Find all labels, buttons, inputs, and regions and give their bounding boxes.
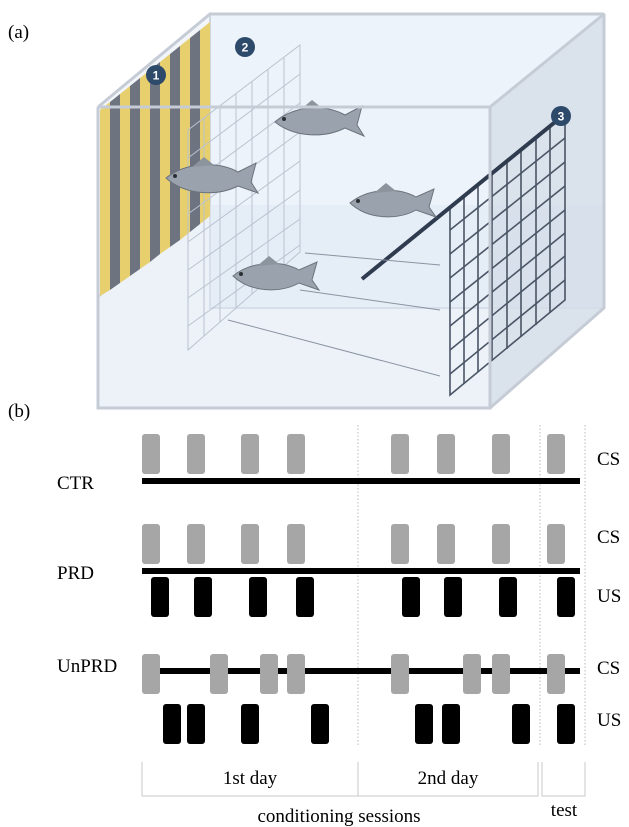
timeline-ctr xyxy=(142,478,580,484)
us-block xyxy=(249,577,267,617)
cs-block xyxy=(287,434,305,474)
row-label-prd: PRD xyxy=(57,563,94,584)
us-block xyxy=(444,577,462,617)
stim-label-prd-cs: CS xyxy=(597,527,620,548)
cs-block xyxy=(547,524,565,564)
marker-3: 3 xyxy=(551,106,571,126)
cs-block xyxy=(437,434,455,474)
stim-label-unprd-cs: CS xyxy=(597,658,620,679)
floor-lines xyxy=(227,252,441,377)
section-label-test: test xyxy=(551,800,578,821)
stim-label-unprd-us: US xyxy=(597,710,621,731)
section-label-2nd-day: 2nd day xyxy=(418,768,479,789)
unprd-cs-blocks xyxy=(142,654,565,694)
cs-block xyxy=(391,434,409,474)
timeline-unprd xyxy=(142,668,580,674)
striped-panel xyxy=(100,22,210,296)
fish-2 xyxy=(165,157,260,194)
marker-2: 2 xyxy=(235,37,255,57)
cs-block xyxy=(287,524,305,564)
us-block xyxy=(557,577,575,617)
row-label-unprd: UnPRD xyxy=(57,656,117,677)
us-block xyxy=(499,577,517,617)
cs-block xyxy=(241,524,259,564)
cs-block xyxy=(142,434,160,474)
cs-block xyxy=(391,524,409,564)
cs-block xyxy=(492,434,510,474)
tank-frame xyxy=(96,12,606,410)
us-block xyxy=(163,704,181,744)
us-block xyxy=(296,577,314,617)
session-brackets xyxy=(141,762,586,797)
stim-label-ctr-cs: CS xyxy=(597,449,620,470)
cs-block xyxy=(142,524,160,564)
thin-grid xyxy=(187,43,301,352)
cs-block xyxy=(287,654,305,694)
row-label-ctr: CTR xyxy=(57,473,94,494)
us-block xyxy=(241,704,259,744)
cs-block xyxy=(463,654,481,694)
timeline-prd xyxy=(142,568,580,574)
us-block xyxy=(311,704,329,744)
cs-block xyxy=(142,654,160,694)
fish-4 xyxy=(232,256,321,291)
cs-block xyxy=(492,654,510,694)
panel-a-label: (a) xyxy=(8,22,29,43)
cs-block xyxy=(187,434,205,474)
section-label-1st-day: 1st day xyxy=(223,768,278,789)
ctr-cs-blocks xyxy=(142,434,565,474)
cs-block xyxy=(492,524,510,564)
marker-1: 1 xyxy=(146,65,166,85)
us-block xyxy=(557,704,575,744)
cs-block xyxy=(260,654,278,694)
cs-block xyxy=(547,654,565,694)
prd-cs-blocks xyxy=(142,524,565,564)
tank-illustration: 1 2 3 xyxy=(96,11,606,410)
us-block xyxy=(194,577,212,617)
grid-rod xyxy=(360,116,562,281)
prd-us-blocks xyxy=(151,577,575,617)
cs-block xyxy=(391,654,409,694)
unprd-us-blocks xyxy=(163,704,575,744)
us-block xyxy=(151,577,169,617)
us-block xyxy=(512,704,530,744)
cs-block xyxy=(547,434,565,474)
svg-text:1: 1 xyxy=(153,69,160,83)
us-block xyxy=(187,704,205,744)
tank-right-wall xyxy=(490,14,604,408)
cs-block xyxy=(187,524,205,564)
cs-block xyxy=(437,524,455,564)
conditioning-sessions-label: conditioning sessions xyxy=(257,806,420,827)
us-block xyxy=(402,577,420,617)
cs-block xyxy=(241,434,259,474)
cs-block xyxy=(210,654,228,694)
us-block xyxy=(442,704,460,744)
svg-text:3: 3 xyxy=(558,110,565,124)
svg-text:2: 2 xyxy=(242,41,249,55)
us-block xyxy=(415,704,433,744)
stim-label-prd-us: US xyxy=(597,586,621,607)
panel-b-label: (b) xyxy=(8,401,30,422)
fish-3 xyxy=(349,183,438,218)
